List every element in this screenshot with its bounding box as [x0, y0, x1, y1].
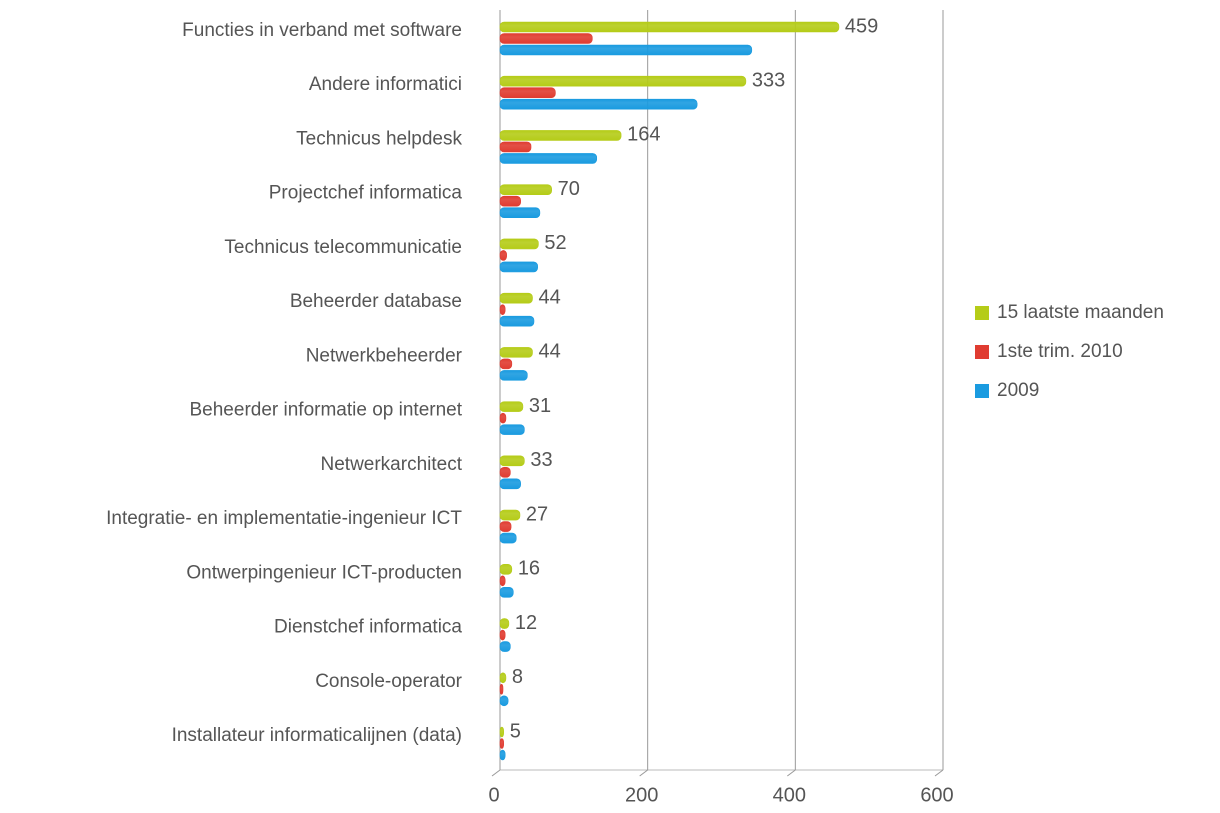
bar [499, 683, 504, 695]
category-label: Functies in verband met software [182, 20, 462, 41]
bar [499, 21, 840, 33]
data-label: 44 [538, 286, 560, 308]
bar [499, 44, 753, 56]
tick-mark [934, 769, 944, 777]
bar [499, 141, 532, 153]
bar [499, 424, 525, 435]
legend-swatch [975, 345, 989, 359]
category-label: Netwerkbeheerder [306, 345, 463, 366]
bar [499, 509, 521, 521]
bar [499, 467, 511, 478]
bar [499, 184, 552, 195]
category-label: Integratie- en implementatie-ingenieur I… [106, 508, 462, 529]
tick-mark [639, 769, 648, 777]
tick-mark [787, 769, 796, 777]
bar [499, 195, 521, 207]
bar [499, 347, 533, 358]
bar [499, 315, 535, 327]
category-label: Projectchef informatica [269, 183, 463, 204]
data-label: 16 [518, 558, 540, 580]
bar [499, 532, 517, 544]
bar [499, 130, 622, 141]
category-label: Technicus telecommunicatie [224, 237, 462, 258]
data-label: 27 [526, 503, 548, 525]
bar [499, 33, 593, 44]
bar [499, 358, 513, 370]
data-label: 8 [512, 666, 523, 688]
bar [499, 629, 506, 641]
bar [499, 738, 504, 749]
bar [499, 250, 507, 261]
category-label: Dienstchef informatica [274, 617, 462, 638]
data-label: 459 [845, 15, 878, 37]
category-label: Ontwerpingenieur ICT-producten [186, 562, 462, 583]
data-label: 5 [510, 720, 521, 742]
bar [499, 98, 698, 110]
category-label: Technicus helpdesk [296, 128, 462, 149]
bar [499, 207, 541, 218]
data-label: 333 [752, 70, 785, 92]
data-label: 33 [530, 449, 552, 471]
bar [499, 455, 525, 467]
x-tick-label: 400 [773, 784, 806, 806]
x-tick-label: 200 [625, 784, 658, 806]
bar [499, 521, 512, 532]
bar [499, 370, 528, 381]
data-label: 44 [538, 341, 560, 363]
bar [499, 238, 539, 250]
category-label: Console-operator [315, 671, 462, 692]
bar [499, 749, 506, 761]
legend-label: 15 laatste maanden [997, 302, 1164, 323]
data-label: 70 [558, 178, 580, 200]
bar [499, 564, 513, 575]
bar [499, 726, 504, 738]
x-tick-label: 600 [920, 784, 953, 806]
bar [499, 261, 538, 273]
bar [499, 478, 521, 490]
bar [499, 695, 509, 707]
category-label: Netwerkarchitect [321, 454, 463, 475]
bar [499, 587, 514, 598]
legend-label: 1ste trim. 2010 [997, 341, 1123, 362]
category-label: Beheerder database [290, 291, 462, 312]
category-label: Beheerder informatie op internet [190, 400, 463, 421]
data-label: 164 [627, 124, 660, 146]
bar [499, 412, 507, 424]
bar [499, 304, 506, 315]
bar [499, 292, 533, 304]
bar [499, 153, 598, 164]
legend-swatch [975, 306, 989, 320]
bar [499, 618, 510, 629]
legend-swatch [975, 384, 989, 398]
legend-label: 2009 [997, 380, 1039, 401]
tick-mark [491, 769, 501, 777]
bar [499, 575, 506, 587]
data-label: 52 [544, 232, 566, 254]
category-label: Installateur informaticalijnen (data) [172, 725, 462, 746]
bar [499, 401, 524, 412]
bar [499, 641, 511, 652]
category-label: Andere informatici [309, 74, 462, 95]
bar [499, 87, 556, 99]
bar [499, 75, 747, 87]
x-tick-label: 0 [488, 784, 499, 806]
data-label: 12 [515, 612, 537, 634]
data-label: 31 [529, 395, 551, 417]
bar [499, 672, 507, 684]
